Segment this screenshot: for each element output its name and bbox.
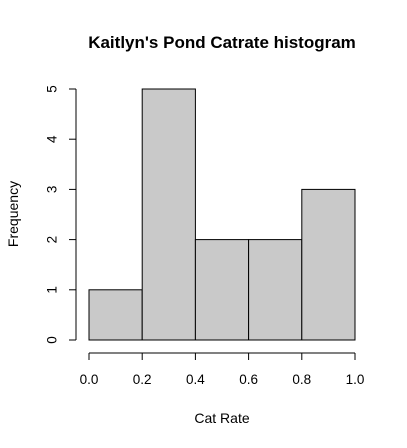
x-tick-label: 0.0: [80, 372, 99, 387]
y-tick-label: 2: [45, 236, 60, 244]
x-axis: 0.0 0.2 0.4 0.6 0.8 1.0: [80, 352, 365, 387]
histogram-bar: [248, 239, 303, 341]
y-tick-label: 0: [45, 336, 60, 344]
histogram-bar: [194, 239, 250, 341]
bars-group: [88, 88, 356, 341]
histogram-bar: [301, 188, 356, 341]
x-tick-label: 0.6: [239, 372, 258, 387]
chart-title: Kaitlyn's Pond Catrate histogram: [88, 33, 356, 52]
y-tick-label: 5: [45, 85, 60, 93]
x-axis-label: Cat Rate: [194, 410, 249, 426]
x-tick-label: 0.2: [133, 372, 152, 387]
y-tick-label: 4: [45, 135, 60, 143]
y-tick-label: 1: [45, 286, 60, 294]
x-tick-label: 0.8: [292, 372, 311, 387]
histogram-bar: [141, 88, 196, 341]
x-tick-label: 1.0: [346, 372, 365, 387]
x-tick-label: 0.4: [186, 372, 205, 387]
y-tick-label: 3: [45, 186, 60, 194]
y-axis-label: Frequency: [5, 181, 21, 247]
y-axis: 0 1 2 3 4 5: [45, 85, 77, 344]
histogram-bar: [88, 289, 143, 341]
